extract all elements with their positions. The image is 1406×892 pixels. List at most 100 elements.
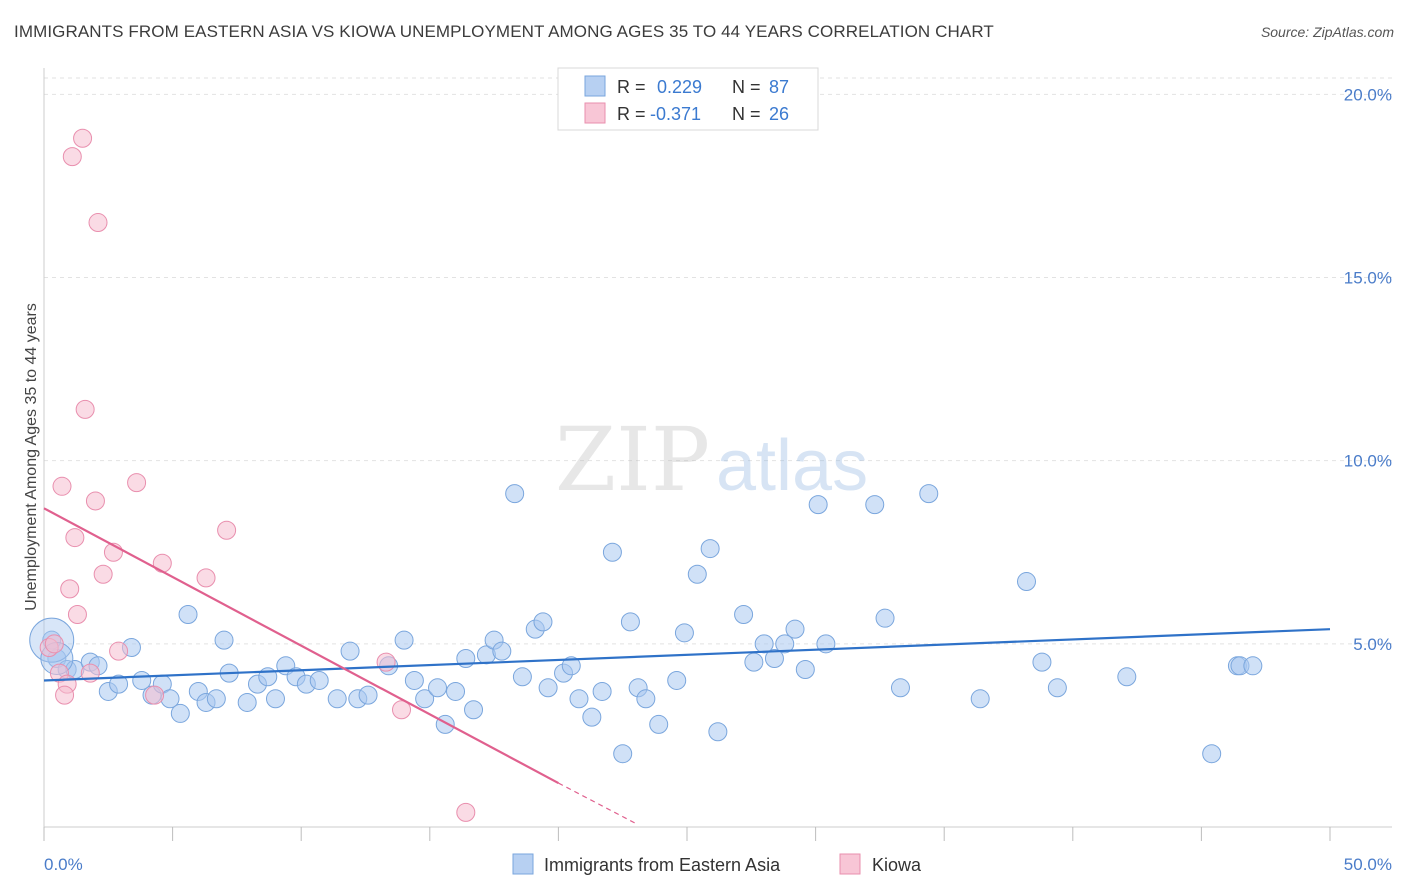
point-eastern-asia-44 xyxy=(505,484,525,504)
point-eastern-asia-65 xyxy=(734,605,754,625)
point-eastern-asia-68 xyxy=(764,648,784,668)
point-eastern-asia-69 xyxy=(775,634,795,654)
gridlines xyxy=(44,77,1392,645)
point-eastern-asia-86 xyxy=(1243,656,1263,676)
point-kiowa-18 xyxy=(127,473,147,493)
point-eastern-asia-78 xyxy=(970,689,990,709)
point-eastern-asia-70 xyxy=(785,619,805,639)
point-kiowa-7 xyxy=(62,147,82,167)
x-tick-label-min: 0.0% xyxy=(44,855,83,874)
point-eastern-asia-17 xyxy=(206,689,226,709)
point-eastern-asia-35 xyxy=(415,689,435,709)
point-kiowa-10 xyxy=(73,128,93,148)
legend-swatch-eastern-asia xyxy=(584,75,606,97)
y-axis-title: Unemployment Among Ages 35 to 44 years xyxy=(23,303,40,611)
y-tick-label-3: 20.0% xyxy=(1344,85,1392,104)
point-kiowa-17 xyxy=(109,641,129,661)
trendline-kiowa xyxy=(43,507,559,785)
point-kiowa-24 xyxy=(392,700,412,720)
point-eastern-asia-18 xyxy=(214,630,234,650)
watermark-zip: ZIP xyxy=(555,408,710,511)
point-eastern-asia-14 xyxy=(178,605,198,625)
point-kiowa-21 xyxy=(196,568,216,588)
point-eastern-asia-59 xyxy=(649,714,669,734)
point-eastern-asia-27 xyxy=(309,670,329,690)
stats-legend: R = 0.229 N = 87 R = -0.371 N = 26 xyxy=(557,67,819,131)
point-eastern-asia-36 xyxy=(428,678,448,698)
point-kiowa-14 xyxy=(88,213,108,233)
point-kiowa-1 xyxy=(44,634,64,654)
point-eastern-asia-82 xyxy=(1117,667,1137,687)
trendline-eastern-asia xyxy=(43,628,1331,682)
point-eastern-asia-62 xyxy=(687,564,707,584)
point-eastern-asia-7 xyxy=(109,674,129,694)
legend-r-label-2: R = xyxy=(617,104,646,124)
point-eastern-asia-52 xyxy=(582,707,602,727)
point-kiowa-6 xyxy=(60,579,80,599)
point-kiowa-9 xyxy=(67,605,87,625)
point-eastern-asia-43 xyxy=(492,641,512,661)
point-eastern-asia-38 xyxy=(446,681,466,701)
point-eastern-asia-53 xyxy=(592,681,612,701)
point-kiowa-15 xyxy=(93,564,113,584)
point-eastern-asia-56 xyxy=(620,612,640,632)
point-eastern-asia-51 xyxy=(569,689,589,709)
watermark-atlas: atlas xyxy=(716,426,868,506)
series-points xyxy=(29,128,1263,822)
point-eastern-asia-33 xyxy=(394,630,414,650)
point-eastern-asia-77 xyxy=(919,484,939,504)
point-kiowa-22 xyxy=(217,520,237,540)
point-eastern-asia-81 xyxy=(1047,678,1067,698)
point-eastern-asia-55 xyxy=(613,744,633,764)
point-eastern-asia-60 xyxy=(667,670,687,690)
point-eastern-asia-40 xyxy=(464,700,484,720)
point-eastern-asia-20 xyxy=(237,692,257,712)
legend-n-label-1: N = xyxy=(732,77,761,97)
point-eastern-asia-45 xyxy=(512,667,532,687)
x-ticks xyxy=(43,827,1331,841)
point-eastern-asia-66 xyxy=(744,652,764,672)
point-kiowa-4 xyxy=(52,476,72,496)
axes xyxy=(43,68,1392,828)
point-eastern-asia-48 xyxy=(538,678,558,698)
point-kiowa-19 xyxy=(145,685,165,705)
series-legend-swatch-eastern-asia xyxy=(512,853,534,875)
legend-n-label-2: N = xyxy=(732,104,761,124)
point-eastern-asia-28 xyxy=(327,689,347,709)
point-kiowa-11 xyxy=(75,399,95,419)
point-eastern-asia-29 xyxy=(340,641,360,661)
legend-swatch-kiowa xyxy=(584,102,606,124)
y-tick-label-2: 15.0% xyxy=(1344,268,1392,287)
series-legend-swatch-kiowa xyxy=(839,853,861,875)
point-kiowa-25 xyxy=(456,802,476,822)
point-kiowa-13 xyxy=(85,491,105,511)
y-tick-label-1: 10.0% xyxy=(1344,452,1392,471)
watermark: ZIP atlas xyxy=(555,408,868,511)
point-eastern-asia-76 xyxy=(890,678,910,698)
point-eastern-asia-50 xyxy=(561,656,581,676)
point-eastern-asia-79 xyxy=(1017,572,1037,592)
point-kiowa-5 xyxy=(55,685,75,705)
legend-r-value-2: -0.371 xyxy=(650,104,701,124)
point-eastern-asia-13 xyxy=(170,703,190,723)
series-legend: Immigrants from Eastern Asia Kiowa xyxy=(512,853,922,875)
chart-title: IMMIGRANTS FROM EASTERN ASIA VS KIOWA UN… xyxy=(14,22,994,41)
point-kiowa-23 xyxy=(376,652,396,672)
point-eastern-asia-61 xyxy=(674,623,694,643)
legend-n-value-2: 26 xyxy=(769,104,789,124)
legend-r-label-1: R = xyxy=(617,77,646,97)
point-eastern-asia-34 xyxy=(404,670,424,690)
legend-r-value-1: 0.229 xyxy=(657,77,702,97)
point-eastern-asia-64 xyxy=(708,722,728,742)
trendline-extension-kiowa xyxy=(558,782,636,824)
series-legend-label-kiowa: Kiowa xyxy=(872,855,922,875)
x-tick-label-max: 50.0% xyxy=(1344,855,1392,874)
point-eastern-asia-54 xyxy=(602,542,622,562)
point-eastern-asia-31 xyxy=(358,685,378,705)
point-eastern-asia-74 xyxy=(865,495,885,515)
y-tick-label-0: 5.0% xyxy=(1353,635,1392,654)
series-legend-label-eastern-asia: Immigrants from Eastern Asia xyxy=(544,855,781,875)
legend-n-value-1: 87 xyxy=(769,77,789,97)
source-label: Source: ZipAtlas.com xyxy=(1260,24,1394,40)
